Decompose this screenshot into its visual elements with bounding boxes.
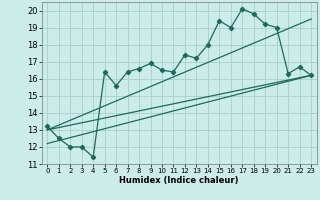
X-axis label: Humidex (Indice chaleur): Humidex (Indice chaleur) xyxy=(119,176,239,185)
